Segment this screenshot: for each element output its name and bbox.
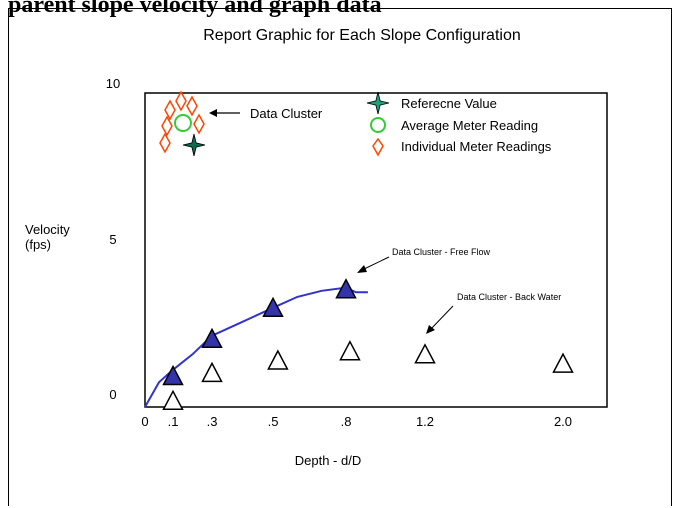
cluster-diamond	[175, 90, 187, 112]
chart-title: Report Graphic for Each Slope Configurat…	[203, 27, 521, 44]
cluster-average-circle	[174, 114, 192, 132]
x-tick-label: .8	[341, 414, 352, 429]
legend-diamond-marker	[372, 137, 384, 157]
back-water-marker	[162, 389, 184, 411]
page-heading-clip: parent slope velocity and graph data	[0, 0, 674, 22]
y-tick-label: 0	[109, 387, 116, 402]
back-water-marker	[339, 340, 361, 361]
data-cluster-arrow-head	[209, 109, 217, 117]
chart-frame	[8, 8, 672, 506]
cluster-reference-star	[182, 133, 206, 157]
x-tick-label: 1.2	[416, 414, 434, 429]
legend-star-marker	[366, 91, 390, 115]
legend: Referecne Value Average Meter Reading In…	[366, 91, 552, 157]
x-tick-label: .3	[207, 414, 218, 429]
x-tick-label: .5	[268, 414, 279, 429]
back-water-marker	[414, 343, 436, 364]
cluster-diamond	[193, 113, 205, 135]
cluster-diamond	[159, 132, 171, 154]
x-tick-label: .1	[168, 414, 179, 429]
legend-label-individual: Individual Meter Readings	[401, 139, 552, 154]
legend-circle-marker	[370, 117, 386, 133]
y-tick-label: 5	[109, 232, 116, 247]
y-axis-label-line2: (fps)	[25, 237, 51, 252]
back-water-arrow	[429, 305, 454, 331]
back-water-marker	[552, 352, 574, 373]
free-flow-arrow-head	[357, 265, 367, 273]
y-tick-label: 10	[106, 76, 120, 91]
plot-area	[144, 92, 608, 408]
cluster-diamond	[164, 99, 176, 121]
free-flow-marker	[162, 364, 184, 386]
free-flow-marker	[335, 278, 357, 299]
legend-label-reference: Referecne Value	[401, 96, 497, 111]
x-tick-label: 0	[141, 414, 148, 429]
free-flow-marker	[262, 296, 284, 318]
back-water-arrow-head	[426, 325, 435, 334]
back-water-marker	[201, 361, 223, 383]
page-heading: parent slope velocity and graph data	[8, 0, 382, 18]
cluster-diamond	[161, 115, 173, 137]
free-flow-marker	[201, 327, 223, 349]
back-water-marker	[267, 349, 289, 370]
legend-label-average: Average Meter Reading	[401, 118, 538, 133]
fit-curve-line	[144, 286, 368, 408]
cluster-diamond	[186, 95, 198, 117]
free-flow-arrow	[361, 256, 390, 271]
data-cluster-illustration	[159, 90, 206, 157]
free-flow-label: Data Cluster - Free Flow	[392, 247, 491, 257]
x-axis-label: Depth - d/D	[295, 453, 361, 468]
back-water-label: Data Cluster - Back Water	[457, 292, 561, 302]
y-axis-label-line1: Velocity	[25, 222, 70, 237]
data-cluster-label: Data Cluster	[250, 106, 323, 121]
x-tick-label: 2.0	[554, 414, 572, 429]
